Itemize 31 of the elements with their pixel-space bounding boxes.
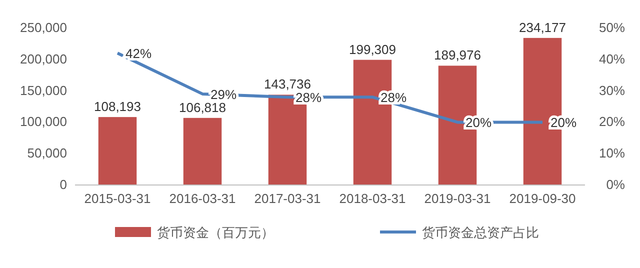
y-tick-label: 0 bbox=[60, 177, 67, 192]
bar bbox=[98, 117, 137, 185]
data-label: 28% bbox=[296, 90, 322, 106]
y-tick-label: 100,000 bbox=[20, 114, 67, 130]
y-tick-label: 200,000 bbox=[20, 51, 67, 66]
data-label: 106,818 bbox=[179, 100, 226, 115]
bar bbox=[183, 118, 222, 185]
y2-tick-label: 20% bbox=[598, 114, 626, 130]
legend-label: 货币资金（百万元） bbox=[157, 225, 274, 240]
x-tick-label: 2017-03-31 bbox=[254, 191, 321, 206]
data-label: 108,193 bbox=[94, 99, 141, 114]
x-tick-label: 2019-09-30 bbox=[509, 191, 576, 206]
y-tick-label: 250,000 bbox=[20, 20, 67, 35]
y2-tick-label: 30% bbox=[598, 82, 626, 98]
x-tick-label: 2015-03-31 bbox=[84, 191, 151, 206]
x-tick-label: 2018-03-31 bbox=[339, 191, 406, 206]
data-label: 20% bbox=[466, 115, 492, 130]
data-label: 42% bbox=[126, 46, 152, 62]
y2-tick-label: 0% bbox=[606, 177, 626, 192]
data-label: 199,309 bbox=[349, 42, 396, 57]
y-tick-label: 50,000 bbox=[27, 146, 67, 161]
y2-tick-label: 50% bbox=[598, 20, 626, 35]
data-label: 234,177 bbox=[519, 20, 566, 35]
y2-tick-label: 40% bbox=[598, 51, 626, 66]
data-label: 143,736 bbox=[264, 76, 311, 92]
x-tick-label: 2019-03-31 bbox=[424, 191, 491, 206]
data-label: 189,976 bbox=[434, 48, 481, 63]
y-tick-label: 150,000 bbox=[20, 82, 67, 98]
y2-tick-label: 10% bbox=[598, 146, 626, 161]
x-tick-label: 2016-03-31 bbox=[169, 191, 236, 206]
legend-label: 货币资金总资产占比 bbox=[422, 225, 539, 240]
